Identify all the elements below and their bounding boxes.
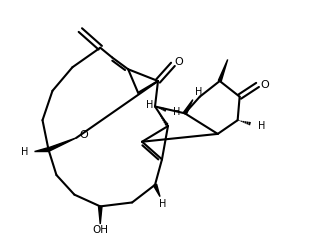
Polygon shape [99, 206, 102, 224]
Polygon shape [183, 100, 193, 114]
Text: H: H [21, 147, 28, 156]
Polygon shape [34, 148, 49, 152]
Text: H: H [173, 107, 181, 117]
Polygon shape [218, 59, 228, 81]
Text: OH: OH [92, 225, 108, 235]
Text: H: H [195, 87, 203, 97]
Polygon shape [48, 138, 76, 151]
Text: H: H [258, 121, 265, 131]
Text: H: H [146, 100, 154, 110]
Text: O: O [174, 57, 183, 67]
Text: H: H [159, 199, 167, 209]
Polygon shape [153, 184, 160, 197]
Text: O: O [260, 80, 269, 90]
Text: O: O [79, 130, 88, 140]
